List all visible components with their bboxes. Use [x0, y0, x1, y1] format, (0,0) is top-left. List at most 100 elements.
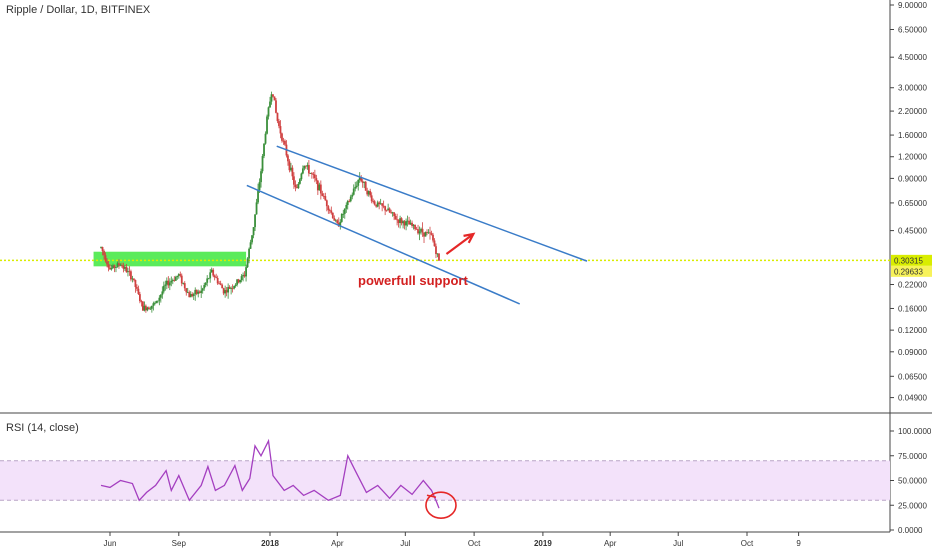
price-tick-label: 0.45000	[898, 227, 927, 236]
candle-body	[164, 284, 167, 286]
candle-body	[279, 126, 282, 134]
candle-body	[264, 133, 267, 144]
time-tick-label: 2019	[534, 539, 552, 548]
candle-body	[263, 143, 265, 157]
candle-body	[293, 176, 295, 185]
rsi-circle[interactable]	[425, 491, 457, 520]
rsi-tick-label: 75.0000	[898, 452, 927, 461]
price-tick-label: 0.06500	[898, 372, 927, 381]
candle-body	[348, 200, 351, 202]
candle-body	[146, 307, 149, 311]
candle-body	[150, 305, 153, 309]
candle-body	[207, 278, 210, 280]
candle-body	[242, 274, 244, 277]
candle-body	[174, 276, 177, 281]
candle-body	[322, 195, 325, 197]
candle-body	[106, 261, 108, 265]
candle-body	[147, 307, 150, 310]
annotation-text[interactable]: powerfull support	[358, 273, 468, 288]
candle-body	[153, 303, 156, 304]
candle-body	[328, 210, 331, 211]
rsi-line[interactable]	[100, 438, 440, 509]
candle-body	[231, 287, 234, 289]
candle-body	[345, 204, 348, 209]
candle-body	[186, 292, 189, 294]
candle-body	[315, 178, 318, 181]
candle-body	[243, 274, 246, 277]
candle-body	[221, 284, 224, 289]
candle-body	[257, 189, 259, 203]
candle-body	[140, 301, 143, 302]
channel-upper-line[interactable]	[276, 145, 588, 262]
candle-body	[219, 283, 222, 285]
candle-body	[372, 201, 375, 202]
candle-body	[403, 221, 406, 226]
candle-body	[363, 181, 366, 183]
candle-body	[266, 116, 268, 134]
candle-body	[112, 265, 114, 268]
price-tick-label: 2.20000	[898, 107, 927, 116]
candle-body	[206, 278, 209, 283]
candle-body	[340, 213, 343, 222]
candle-body	[162, 285, 165, 292]
candle-body	[192, 294, 195, 297]
candle-body	[103, 250, 105, 256]
channel-lower-line[interactable]	[246, 184, 521, 305]
candle-body	[430, 233, 433, 235]
candle-body	[198, 291, 201, 293]
time-tick-label: Apr	[331, 539, 344, 548]
candle-body	[412, 224, 415, 226]
candle-body	[330, 210, 333, 213]
candle-body	[334, 220, 337, 222]
candle-body	[236, 279, 239, 285]
candle-body	[405, 221, 407, 226]
candle-body	[152, 303, 155, 306]
candle-body	[180, 275, 183, 284]
candle-body	[204, 282, 207, 286]
candle-body	[116, 263, 119, 267]
candle-body	[167, 280, 170, 286]
candle-body	[376, 202, 379, 207]
candle-body	[313, 174, 316, 179]
candle-body	[136, 287, 138, 289]
candle-body	[254, 214, 256, 228]
candle-body	[391, 212, 394, 214]
candle-body	[324, 196, 327, 201]
candle-body	[432, 234, 434, 241]
candle-body	[255, 202, 258, 215]
candle-body	[358, 177, 361, 180]
candle-body	[355, 185, 358, 187]
time-tick-label: Sep	[172, 539, 187, 548]
candle-body	[276, 112, 279, 122]
candle-body	[423, 232, 425, 237]
rsi-tick-label: 0.0000	[898, 526, 923, 535]
price-label-badge	[891, 265, 932, 277]
price-tick-label: 0.22000	[898, 280, 927, 289]
candle-body	[426, 231, 428, 233]
support-zone[interactable]	[93, 251, 247, 267]
candle-body	[361, 181, 364, 183]
candle-body	[310, 173, 313, 175]
candle-body	[408, 220, 410, 225]
candle-body	[346, 200, 349, 205]
candle-body	[127, 271, 129, 273]
arrow-head[interactable]	[463, 232, 476, 244]
candle-body	[200, 290, 203, 293]
rsi-tick-label: 50.0000	[898, 477, 927, 486]
candle-body	[375, 204, 378, 207]
candle-body	[378, 202, 381, 205]
candle-body	[294, 184, 297, 188]
candle-body	[304, 165, 307, 167]
candle-body	[312, 174, 315, 175]
arrow-shaft[interactable]	[445, 233, 475, 255]
candle-body	[352, 188, 355, 195]
candle-body	[209, 272, 212, 279]
candle-body	[194, 289, 197, 295]
candle-body	[421, 228, 424, 233]
price-tick-label: 0.65000	[898, 199, 927, 208]
candle-body	[301, 168, 304, 174]
candle-body	[239, 280, 241, 283]
candle-body	[429, 232, 431, 234]
